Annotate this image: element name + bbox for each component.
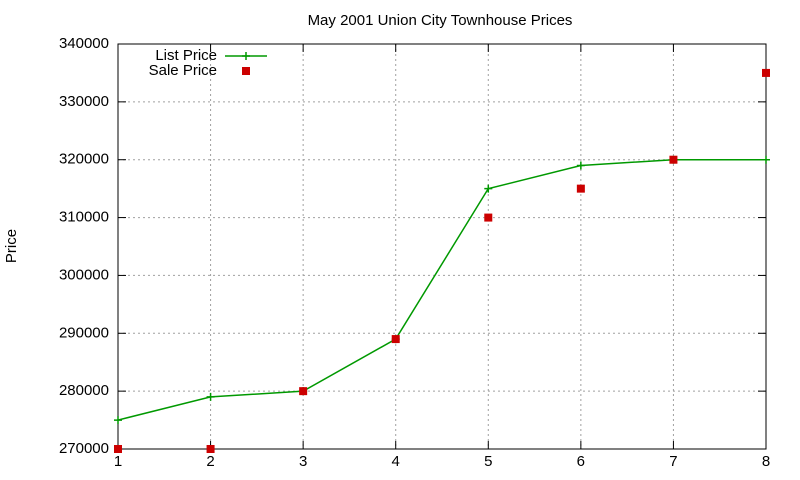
x-tick-label: 8: [762, 453, 770, 470]
x-tick-label: 3: [299, 453, 307, 470]
data-point: [299, 387, 308, 396]
data-point: [669, 155, 678, 164]
x-tick-label: 5: [484, 453, 492, 470]
x-tick-label: 1: [114, 453, 122, 470]
y-tick-label: 300000: [59, 266, 109, 283]
data-point: [114, 445, 122, 453]
x-tick-label: 6: [577, 453, 585, 470]
series-line: [117, 158, 766, 421]
data-point: [576, 161, 585, 170]
x-tick-label: 7: [669, 453, 677, 470]
data-point: [762, 155, 770, 164]
y-tick-label: 290000: [59, 324, 109, 341]
legend-label: List Price: [155, 47, 217, 64]
y-tick-label: 320000: [59, 151, 109, 168]
data-point: [206, 392, 215, 401]
data-point: [391, 335, 400, 344]
y-tick-label: 280000: [59, 382, 109, 399]
data-point: [114, 416, 122, 425]
y-tick-label: 310000: [59, 209, 109, 226]
x-tick-label: 4: [392, 453, 400, 470]
plot-frame: [117, 43, 767, 450]
data-point: [484, 184, 493, 193]
data-point: [576, 184, 585, 193]
data-point: [206, 445, 215, 453]
y-tick-label: 270000: [59, 440, 109, 457]
legend-marker: [242, 52, 250, 60]
y-axis-label: Price: [3, 229, 20, 263]
legend-label: Sale Price: [149, 62, 217, 79]
data-point: [762, 68, 770, 77]
x-tick-label: 2: [206, 453, 214, 470]
chart-title: May 2001 Union City Townhouse Prices: [308, 12, 573, 29]
y-tick-label: 340000: [59, 35, 109, 52]
data-point: [484, 213, 493, 222]
legend-marker: [242, 67, 250, 75]
y-tick-label: 330000: [59, 93, 109, 110]
